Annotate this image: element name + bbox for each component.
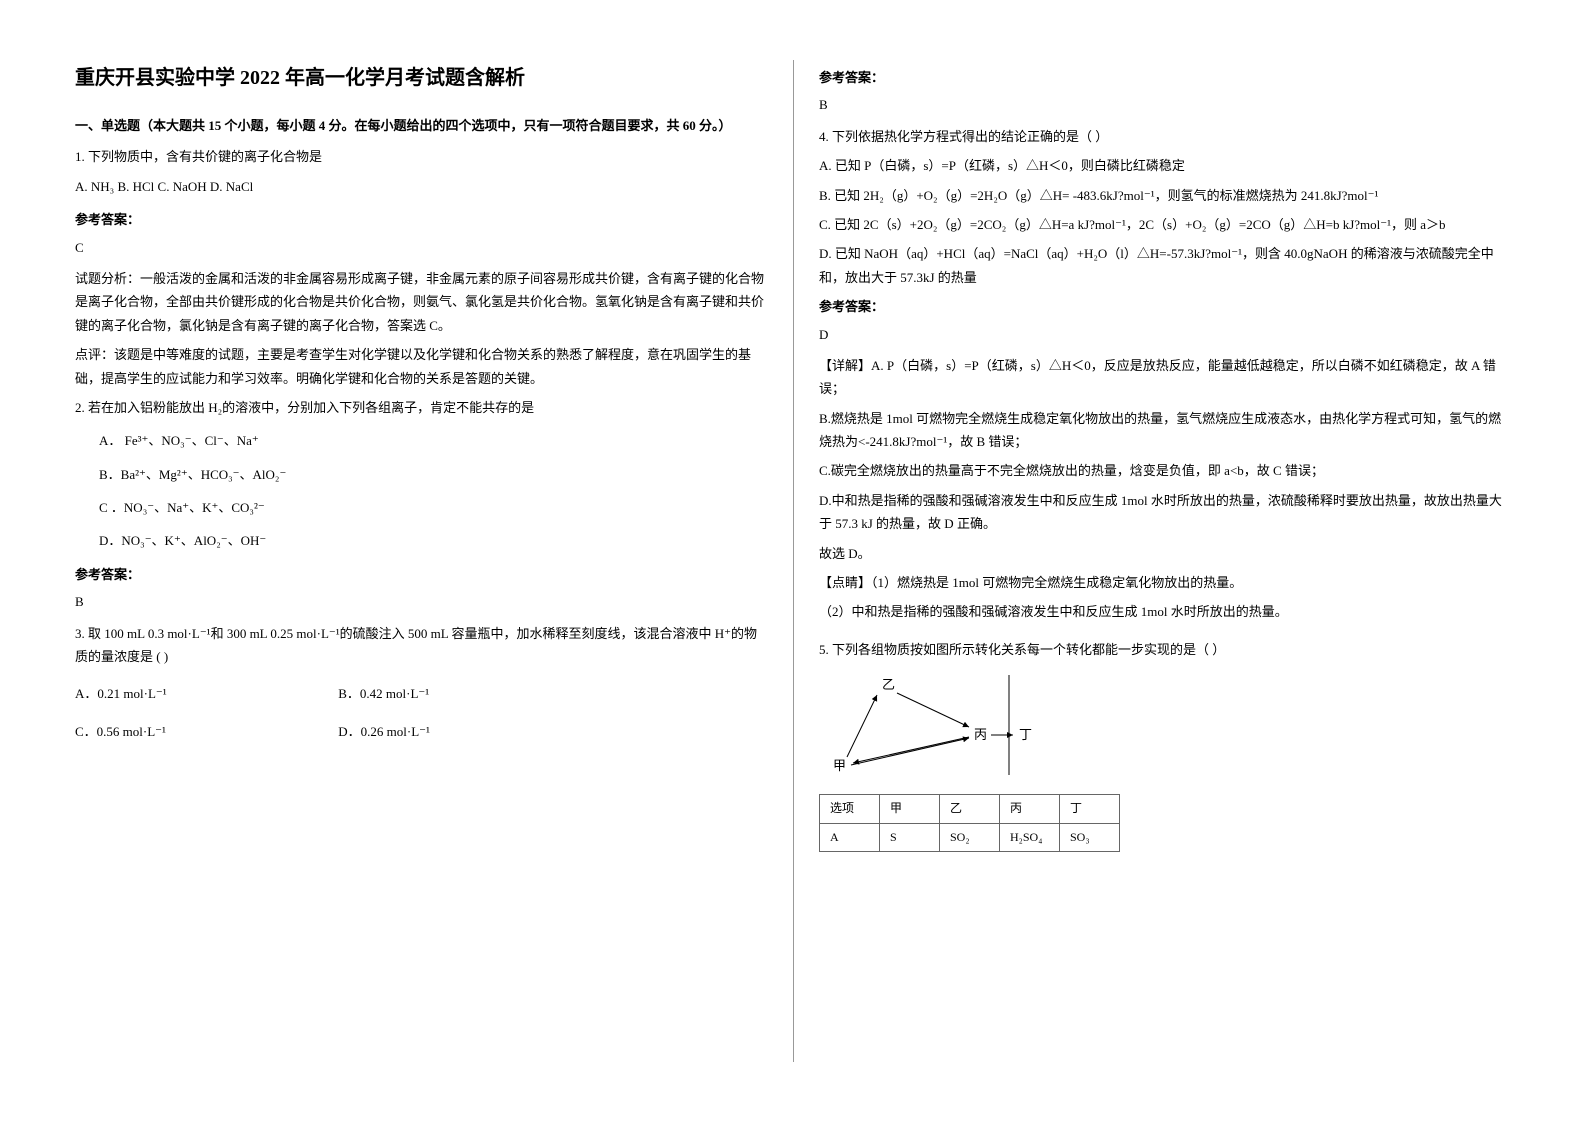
- svg-text:丁: 丁: [1019, 727, 1032, 742]
- q5-stem: 5. 下列各组物质按如图所示转化关系每一个转化都能一步实现的是（ ）: [819, 638, 1512, 661]
- q1-stem: 1. 下列物质中，含有共价键的离子化合物是: [75, 145, 768, 168]
- table-row: A S SO₂ H₂SO₄ SO₃: [820, 823, 1120, 852]
- q4-optA: A. 已知 P（白磷，s）=P（红磷，s）△H＜0，则白磷比红磷稳定: [819, 154, 1512, 177]
- q3-optC: C．0.56 mol·L⁻¹: [75, 720, 335, 743]
- q4-optB: B. 已知 2H₂（g）+O₂（g）=2H₂O（g）△H= -483.6kJ?m…: [819, 184, 1512, 207]
- q1-analysis1: 试题分析：一般活泼的金属和活泼的非金属容易形成离子键，非金属元素的原子间容易形成…: [75, 267, 768, 337]
- svg-text:丙: 丙: [974, 727, 987, 742]
- section-header: 一、单选题（本大题共 15 个小题，每小题 4 分。在每小题给出的四个选项中，只…: [75, 114, 768, 137]
- q4-detailB: B.燃烧热是 1mol 可燃物完全燃烧生成稳定氧化物放出的热量，氢气燃烧应生成液…: [819, 407, 1512, 454]
- q5-diagram: 甲 乙 丙 丁: [819, 675, 979, 780]
- th-jia: 甲: [880, 795, 940, 824]
- q1-answer: C: [75, 236, 768, 259]
- cell-A-jia: S: [880, 823, 940, 852]
- q1-options: A. NH₃ B. HCl C. NaOH D. NaCl: [75, 175, 768, 198]
- q1-answer-label: 参考答案：: [75, 208, 768, 231]
- q2-optC: C ．NO₃⁻、Na⁺、K⁺、CO₃²⁻: [99, 496, 768, 519]
- cell-A-opt: A: [820, 823, 880, 852]
- q4-tip1: 【点睛】（1）燃烧热是 1mol 可燃物完全燃烧生成稳定氧化物放出的热量。: [819, 571, 1512, 594]
- q3-answer: B: [819, 93, 1512, 116]
- q3-optB: B．0.42 mol·L⁻¹: [338, 686, 429, 701]
- th-option: 选项: [820, 795, 880, 824]
- q2-answer: B: [75, 590, 768, 613]
- svg-text:乙: 乙: [882, 677, 895, 692]
- q2-optB: B．Ba²⁺、Mg²⁺、HCO₃⁻、AlO₂⁻: [99, 463, 768, 486]
- q2-stem: 2. 若在加入铝粉能放出 H₂的溶液中，分别加入下列各组离子，肯定不能共存的是: [75, 396, 768, 419]
- th-yi: 乙: [940, 795, 1000, 824]
- q4-detailA: 【详解】A. P（白磷，s）=P（红磷，s）△H＜0，反应是放热反应，能量越低越…: [819, 354, 1512, 401]
- q5-table: 选项 甲 乙 丙 丁 A S SO₂ H₂SO₄ SO₃: [819, 794, 1120, 852]
- table-header-row: 选项 甲 乙 丙 丁: [820, 795, 1120, 824]
- q2-optA: A． Fe³⁺、NO₃⁻、Cl⁻、Na⁺: [99, 429, 768, 452]
- q3-optD: D．0.26 mol·L⁻¹: [338, 724, 430, 739]
- q4-detailC: C.碳完全燃烧放出的热量高于不完全燃烧放出的热量，焓变是负值，即 a<b，故 C…: [819, 459, 1512, 482]
- cell-A-yi: SO₂: [940, 823, 1000, 852]
- q4-tip2: （2）中和热是指稀的强酸和强碱溶液发生中和反应生成 1mol 水时所放出的热量。: [819, 600, 1512, 623]
- cell-A-ding: SO₃: [1060, 823, 1120, 852]
- q4-answer-label: 参考答案：: [819, 295, 1512, 318]
- th-ding: 丁: [1060, 795, 1120, 824]
- q3-answer-label: 参考答案：: [819, 66, 1512, 89]
- q4-stem: 4. 下列依据热化学方程式得出的结论正确的是（ ）: [819, 125, 1512, 148]
- q4-detailD: D.中和热是指稀的强酸和强碱溶液发生中和反应生成 1mol 水时所放出的热量，浓…: [819, 489, 1512, 536]
- th-bing: 丙: [1000, 795, 1060, 824]
- q4-optD: D. 已知 NaOH（aq）+HCl（aq）=NaCl（aq）+H₂O（l）△H…: [819, 242, 1512, 289]
- cell-A-bing: H₂SO₄: [1000, 823, 1060, 852]
- q2-optD: D．NO₃⁻、K⁺、AlO₂⁻、OH⁻: [99, 529, 768, 552]
- q1-analysis2: 点评：该题是中等难度的试题，主要是考查学生对化学键以及化学键和化合物关系的熟悉了…: [75, 343, 768, 390]
- svg-text:甲: 甲: [833, 758, 846, 773]
- flowchart-icon: 甲 乙 丙 丁: [819, 675, 1039, 785]
- q4-answer: D: [819, 323, 1512, 346]
- q3-stem: 3. 取 100 mL 0.3 mol·L⁻¹和 300 mL 0.25 mol…: [75, 622, 768, 669]
- page-title: 重庆开县实验中学 2022 年高一化学月考试题含解析: [75, 60, 768, 96]
- q2-answer-label: 参考答案：: [75, 563, 768, 586]
- q4-conclusion: 故选 D。: [819, 542, 1512, 565]
- q4-optC: C. 已知 2C（s）+2O₂（g）=2CO₂（g）△H=a kJ?mol⁻¹，…: [819, 213, 1512, 236]
- q3-optA: A．0.21 mol·L⁻¹: [75, 682, 335, 705]
